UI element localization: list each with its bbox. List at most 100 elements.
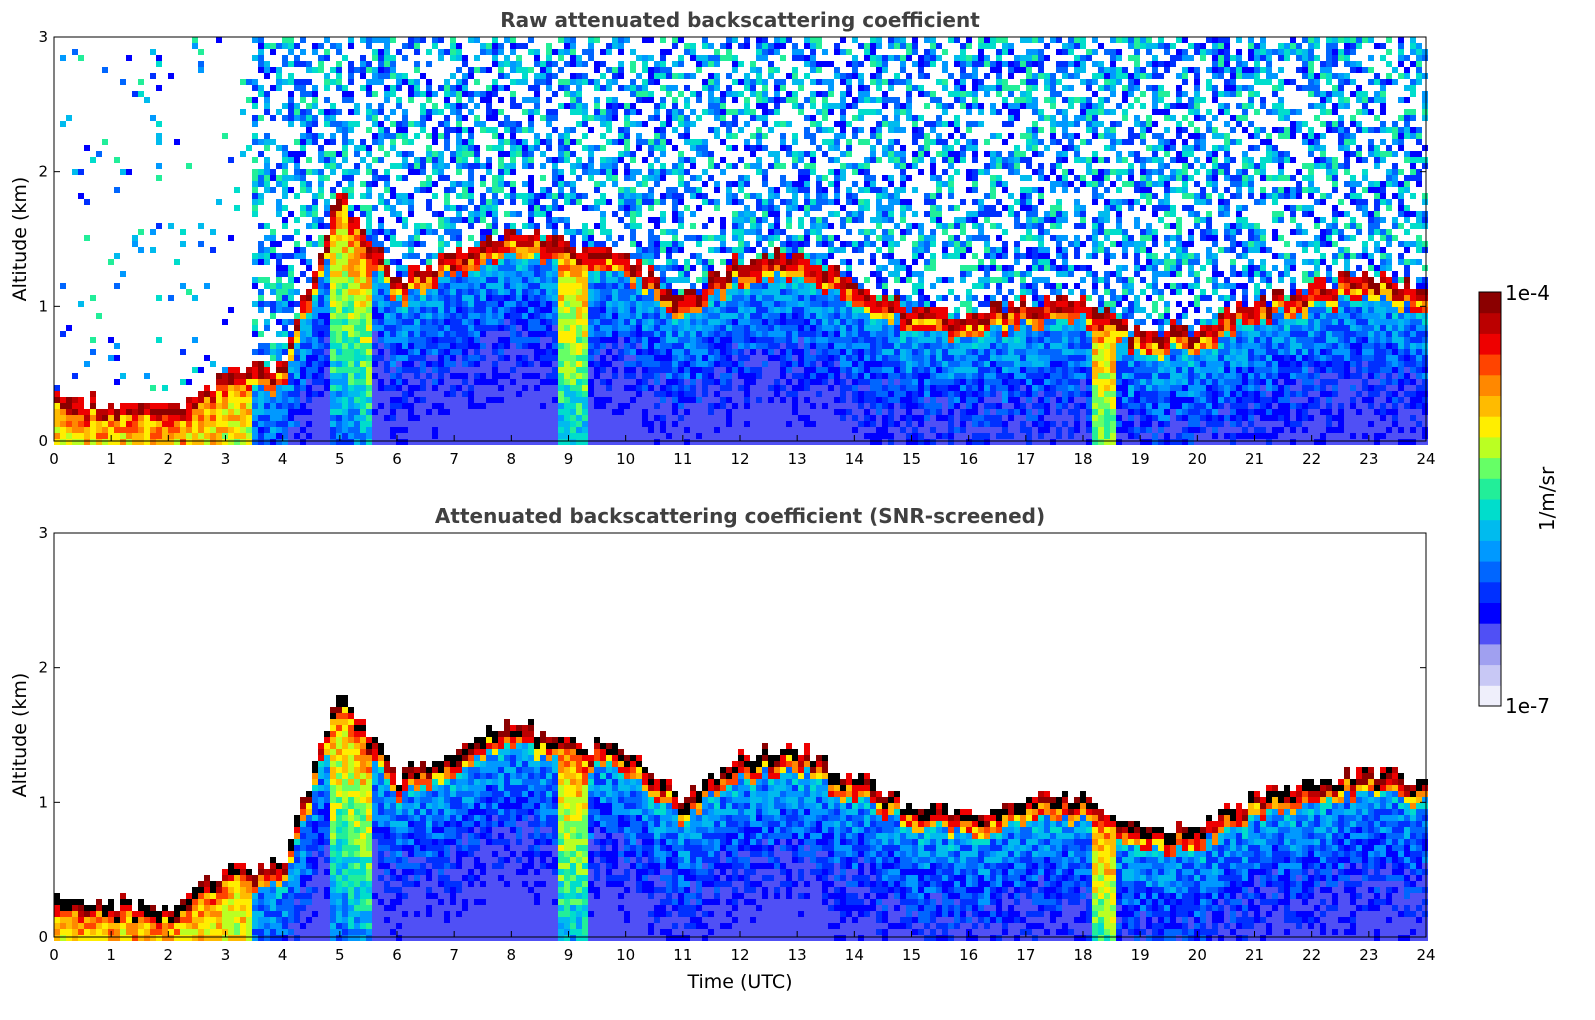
heatmap-cell (450, 235, 456, 241)
heatmap-cell (414, 313, 420, 319)
heatmap-cell (288, 151, 294, 157)
heatmap-cell (450, 223, 456, 229)
heatmap-cell (408, 421, 414, 427)
heatmap-cell (342, 409, 348, 415)
heatmap-cell (366, 421, 372, 427)
heatmap-cell (654, 361, 660, 367)
heatmap-cell (402, 127, 408, 133)
heatmap-cell (678, 361, 684, 367)
heatmap-cell (366, 439, 372, 445)
heatmap-cell (462, 73, 468, 79)
heatmap-cell (756, 265, 762, 271)
heatmap-cell (378, 175, 384, 181)
heatmap-cell (714, 301, 720, 307)
heatmap-cell (738, 313, 744, 319)
heatmap-cell (402, 313, 408, 319)
heatmap-cell (420, 121, 426, 127)
heatmap-cell (546, 361, 552, 367)
heatmap-cell (738, 157, 744, 163)
heatmap-cell (486, 85, 492, 91)
heatmap-cell (408, 385, 414, 391)
heatmap-cell (612, 307, 618, 313)
heatmap-cell (606, 199, 612, 205)
heatmap-cell (288, 301, 294, 307)
heatmap-cell (738, 379, 744, 385)
heatmap-cell (240, 403, 246, 409)
heatmap-cell (264, 91, 270, 97)
heatmap-cell (708, 55, 714, 61)
heatmap-cell (618, 427, 624, 433)
heatmap-cell (732, 229, 738, 235)
heatmap-cell (546, 403, 552, 409)
heatmap-cell (72, 421, 78, 427)
heatmap-cell (438, 403, 444, 409)
heatmap-cell (516, 397, 522, 403)
heatmap-cell (318, 193, 324, 199)
heatmap-cell (354, 253, 360, 259)
heatmap-cell (762, 235, 768, 241)
heatmap-cell (528, 307, 534, 313)
heatmap-cell (624, 319, 630, 325)
heatmap-cell (432, 157, 438, 163)
heatmap-cell (666, 289, 672, 295)
heatmap-cell (480, 409, 486, 415)
heatmap-cell (552, 403, 558, 409)
heatmap-cell (372, 313, 378, 319)
heatmap-cell (426, 253, 432, 259)
heatmap-cell (258, 343, 264, 349)
heatmap-cell (426, 223, 432, 229)
heatmap-cell (720, 325, 726, 331)
heatmap-cell (678, 151, 684, 157)
heatmap-cell (492, 217, 498, 223)
heatmap-cell (468, 337, 474, 343)
heatmap-cell (648, 265, 654, 271)
heatmap-cell (372, 439, 378, 445)
heatmap-cell (738, 331, 744, 337)
heatmap-cell (510, 295, 516, 301)
heatmap-cell (438, 253, 444, 259)
heatmap-cell (642, 283, 648, 289)
heatmap-cell (180, 409, 186, 415)
heatmap-cell (600, 283, 606, 289)
heatmap-cell (612, 277, 618, 283)
heatmap-cell (570, 199, 576, 205)
heatmap-cell (252, 85, 258, 91)
heatmap-cell (690, 427, 696, 433)
heatmap-cell (402, 163, 408, 169)
heatmap-cell (750, 373, 756, 379)
heatmap-cell (480, 127, 486, 133)
heatmap-cell (162, 439, 168, 445)
heatmap-cell (732, 337, 738, 343)
heatmap-cell (738, 241, 744, 247)
heatmap-cell (768, 415, 774, 421)
heatmap-cell (732, 277, 738, 283)
heatmap-cell (768, 427, 774, 433)
heatmap-cell (294, 103, 300, 109)
heatmap-cell (474, 277, 480, 283)
heatmap-cell (378, 229, 384, 235)
heatmap-cell (534, 61, 540, 67)
heatmap-cell (744, 415, 750, 421)
heatmap-cell (366, 319, 372, 325)
heatmap-cell (744, 439, 750, 445)
heatmap-cell (414, 67, 420, 73)
heatmap-cell (306, 91, 312, 97)
heatmap-cell (540, 289, 546, 295)
heatmap-cell (792, 49, 798, 55)
heatmap-cell (420, 181, 426, 187)
heatmap-cell (198, 397, 204, 403)
heatmap-cell (756, 223, 762, 229)
heatmap-cell (462, 283, 468, 289)
heatmap-cell (450, 277, 456, 283)
heatmap-cell (774, 319, 780, 325)
heatmap-cell (324, 289, 330, 295)
heatmap-cell (306, 439, 312, 445)
heatmap-cell (348, 439, 354, 445)
heatmap-cell (732, 121, 738, 127)
heatmap-cell (726, 397, 732, 403)
heatmap-cell (618, 49, 624, 55)
heatmap-cell (396, 133, 402, 139)
heatmap-cell (408, 331, 414, 337)
heatmap-cell (582, 397, 588, 403)
heatmap-cell (288, 79, 294, 85)
